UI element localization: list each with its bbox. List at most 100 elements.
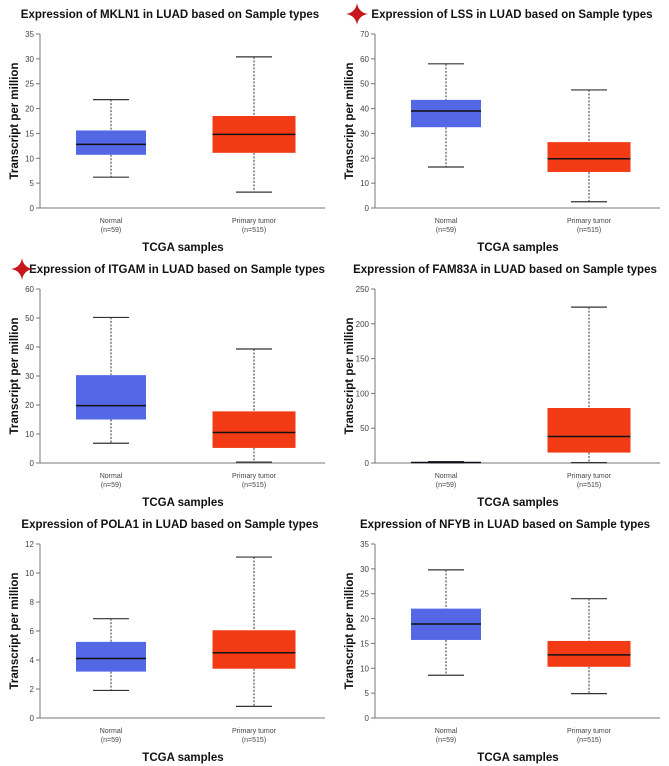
category-n: (n=515) (577, 227, 601, 234)
y-axis-label: Transcript per million (9, 573, 21, 690)
y-tick-label: 30 (360, 565, 369, 574)
box-iqr (411, 99, 481, 128)
category-n: (n=515) (242, 737, 266, 744)
box-iqr (76, 641, 146, 672)
box-tumor (547, 306, 631, 464)
box-tumor (547, 89, 631, 203)
chart-title: Expression of MKLN1 in LUAD based on Sam… (21, 9, 319, 21)
y-tick-label: 20 (360, 615, 369, 624)
y-tick-label: 200 (356, 320, 370, 329)
category-label: Normal (100, 473, 123, 480)
y-tick-label: 0 (30, 714, 35, 723)
chart-title: Expression of NFYB in LUAD based on Samp… (360, 519, 650, 531)
x-axis-label: TCGA samples (142, 752, 223, 764)
chart-panel-6: Expression of NFYB in LUAD based on Samp… (344, 519, 660, 764)
category-n: (n=515) (577, 482, 601, 489)
y-tick-label: 2 (30, 685, 35, 694)
box-tumor (547, 598, 631, 695)
y-tick-label: 70 (360, 30, 369, 39)
chart-panel-1: Expression of MKLN1 in LUAD based on Sam… (9, 9, 325, 254)
category-n: (n=59) (101, 227, 121, 234)
x-axis-label: TCGA samples (477, 752, 558, 764)
category-n: (n=59) (436, 227, 456, 234)
y-tick-label: 20 (25, 401, 34, 410)
category-label: Primary tumor (567, 728, 612, 735)
box-iqr (76, 375, 146, 420)
y-tick-label: 30 (25, 55, 34, 64)
chart-panel-3: Expression of ITGAM in LUAD based on Sam… (9, 258, 325, 509)
y-tick-label: 15 (360, 639, 369, 648)
y-tick-label: 35 (360, 540, 369, 549)
y-tick-label: 5 (365, 689, 370, 698)
y-axis-label: Transcript per million (344, 318, 356, 435)
y-tick-label: 25 (360, 590, 369, 599)
y-tick-label: 10 (25, 154, 34, 163)
category-n: (n=59) (101, 737, 121, 744)
box-normal (76, 618, 146, 692)
y-tick-label: 8 (30, 598, 35, 607)
x-axis-label: TCGA samples (142, 242, 223, 254)
y-tick-label: 150 (356, 355, 370, 364)
y-tick-label: 12 (25, 540, 34, 549)
y-axis-label: Transcript per million (9, 63, 21, 180)
category-label: Primary tumor (232, 473, 277, 480)
category-n: (n=515) (577, 737, 601, 744)
y-tick-label: 250 (356, 285, 370, 294)
star-icon (346, 3, 368, 25)
x-axis-label: TCGA samples (477, 242, 558, 254)
box-tumor (212, 556, 296, 707)
category-label: Primary tumor (567, 473, 612, 480)
y-tick-label: 30 (25, 372, 34, 381)
y-tick-label: 100 (356, 389, 370, 398)
y-tick-label: 30 (360, 129, 369, 138)
chart-title: Expression of POLA1 in LUAD based on Sam… (21, 519, 318, 531)
y-tick-label: 50 (25, 314, 34, 323)
y-tick-label: 40 (25, 343, 34, 352)
y-tick-label: 50 (360, 80, 369, 89)
box-normal (411, 63, 481, 168)
y-tick-label: 40 (360, 105, 369, 114)
category-label: Normal (100, 218, 123, 225)
x-axis-label: TCGA samples (477, 497, 558, 509)
y-axis-label: Transcript per million (344, 63, 356, 180)
category-n: (n=515) (242, 482, 266, 489)
box-iqr (547, 408, 631, 453)
y-tick-label: 25 (25, 80, 34, 89)
category-n: (n=59) (101, 482, 121, 489)
box-normal (411, 461, 481, 464)
box-iqr (547, 142, 631, 172)
y-tick-label: 60 (25, 285, 34, 294)
box-iqr (212, 411, 296, 448)
y-axis-label: Transcript per million (344, 573, 356, 690)
chart-panel-4: Expression of FAM83A in LUAD based on Sa… (344, 264, 660, 509)
chart-title: Expression of LSS in LUAD based on Sampl… (371, 9, 652, 21)
y-tick-label: 50 (360, 424, 369, 433)
y-tick-label: 10 (25, 430, 34, 439)
chart-panel-2: Expression of LSS in LUAD based on Sampl… (344, 3, 660, 254)
y-axis-label: Transcript per million (9, 318, 21, 435)
category-label: Normal (435, 218, 458, 225)
category-label: Primary tumor (232, 728, 277, 735)
box-iqr (76, 130, 146, 155)
chart-title: Expression of FAM83A in LUAD based on Sa… (353, 264, 657, 276)
box-normal (411, 569, 481, 676)
y-tick-label: 0 (365, 459, 370, 468)
category-label: Normal (435, 728, 458, 735)
y-tick-label: 0 (30, 204, 35, 213)
y-tick-label: 0 (365, 714, 370, 723)
chart-title: Expression of ITGAM in LUAD based on Sam… (29, 264, 325, 276)
y-tick-label: 0 (365, 204, 370, 213)
y-tick-label: 20 (25, 105, 34, 114)
y-tick-label: 10 (360, 179, 369, 188)
y-tick-label: 0 (30, 459, 35, 468)
y-tick-label: 15 (25, 129, 34, 138)
x-axis-label: TCGA samples (142, 497, 223, 509)
y-tick-label: 5 (30, 179, 35, 188)
y-tick-label: 20 (360, 154, 369, 163)
category-label: Normal (435, 473, 458, 480)
category-label: Normal (100, 728, 123, 735)
y-tick-label: 10 (25, 569, 34, 578)
box-normal (76, 99, 146, 178)
box-iqr (547, 640, 631, 667)
